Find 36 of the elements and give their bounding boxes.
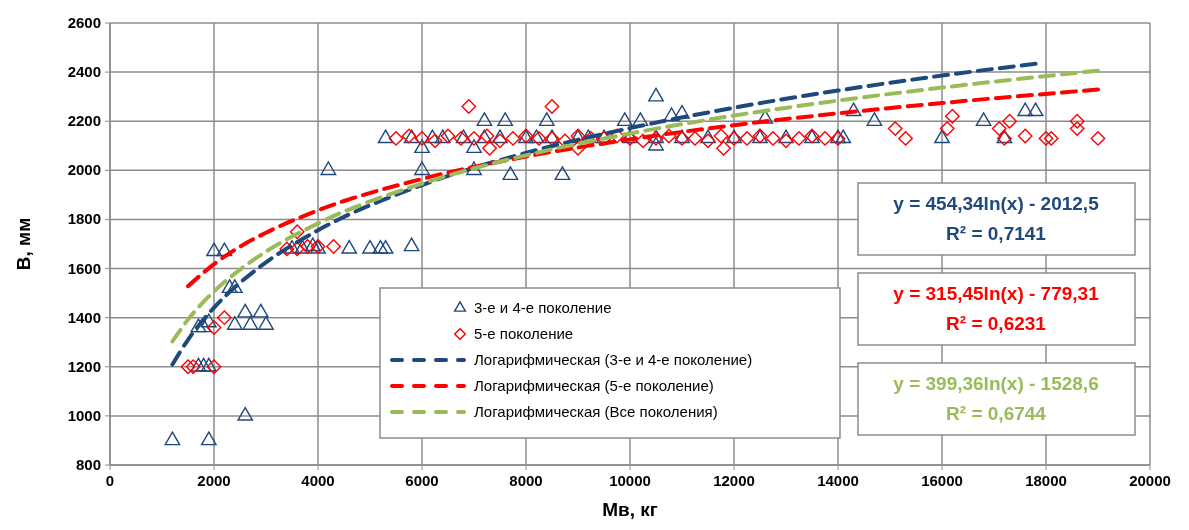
x-tick-label: 4000 bbox=[301, 472, 335, 489]
y-tick-label: 2200 bbox=[67, 112, 101, 130]
x-tick-label: 0 bbox=[105, 472, 115, 489]
y-tick-label: 1600 bbox=[67, 259, 101, 277]
annotation: R² = 0,7141 bbox=[946, 223, 1047, 244]
x-tick-label: 2000 bbox=[197, 472, 231, 489]
annotation: R² = 0,6231 bbox=[946, 313, 1047, 334]
annotation: y = 315,45ln(x) - 779,31 bbox=[893, 283, 1100, 304]
line-series bbox=[186, 87, 1100, 289]
y-axis-title: В, мм bbox=[13, 217, 34, 271]
legend-label: Логарифмическая (5-е поколение) bbox=[474, 377, 714, 394]
annotation: R² = 0,6744 bbox=[946, 403, 1047, 424]
legend-label: Логарифмическая (3-е и 4-е поколение) bbox=[474, 351, 753, 368]
x-tick-label: 20000 bbox=[1129, 472, 1171, 489]
y-tick-label: 800 bbox=[75, 456, 101, 473]
x-axis-title: Мв, кг bbox=[602, 499, 658, 520]
annotation: y = 454,34ln(x) - 2012,5 bbox=[893, 193, 1100, 214]
legend-label: 3-е и 4-е поколение bbox=[474, 299, 612, 316]
line-series bbox=[170, 68, 1100, 344]
x-tick-label: 12000 bbox=[713, 472, 755, 489]
x-tick-label: 14000 bbox=[817, 472, 859, 489]
y-tick-label: 1200 bbox=[67, 357, 101, 375]
x-tick-label: 10000 bbox=[609, 472, 651, 489]
y-tick-label: 1000 bbox=[67, 406, 101, 424]
annotation: y = 399,36ln(x) - 1528,6 bbox=[893, 373, 1099, 394]
y-tick-label: 2000 bbox=[67, 161, 101, 179]
x-tick-label: 18000 bbox=[1025, 472, 1067, 489]
legend-label: Логарифмическая (Все поколения) bbox=[474, 403, 718, 420]
y-tick-label: 1400 bbox=[67, 308, 101, 326]
y-tick-label: 1800 bbox=[67, 210, 101, 228]
legend-label: 5-е поколение bbox=[474, 325, 574, 342]
y-tick-label: 2600 bbox=[67, 14, 101, 31]
x-tick-label: 6000 bbox=[405, 472, 439, 489]
y-tick-label: 2400 bbox=[67, 63, 101, 81]
x-tick-label: 8000 bbox=[509, 472, 543, 489]
x-tick-label: 16000 bbox=[921, 472, 963, 489]
